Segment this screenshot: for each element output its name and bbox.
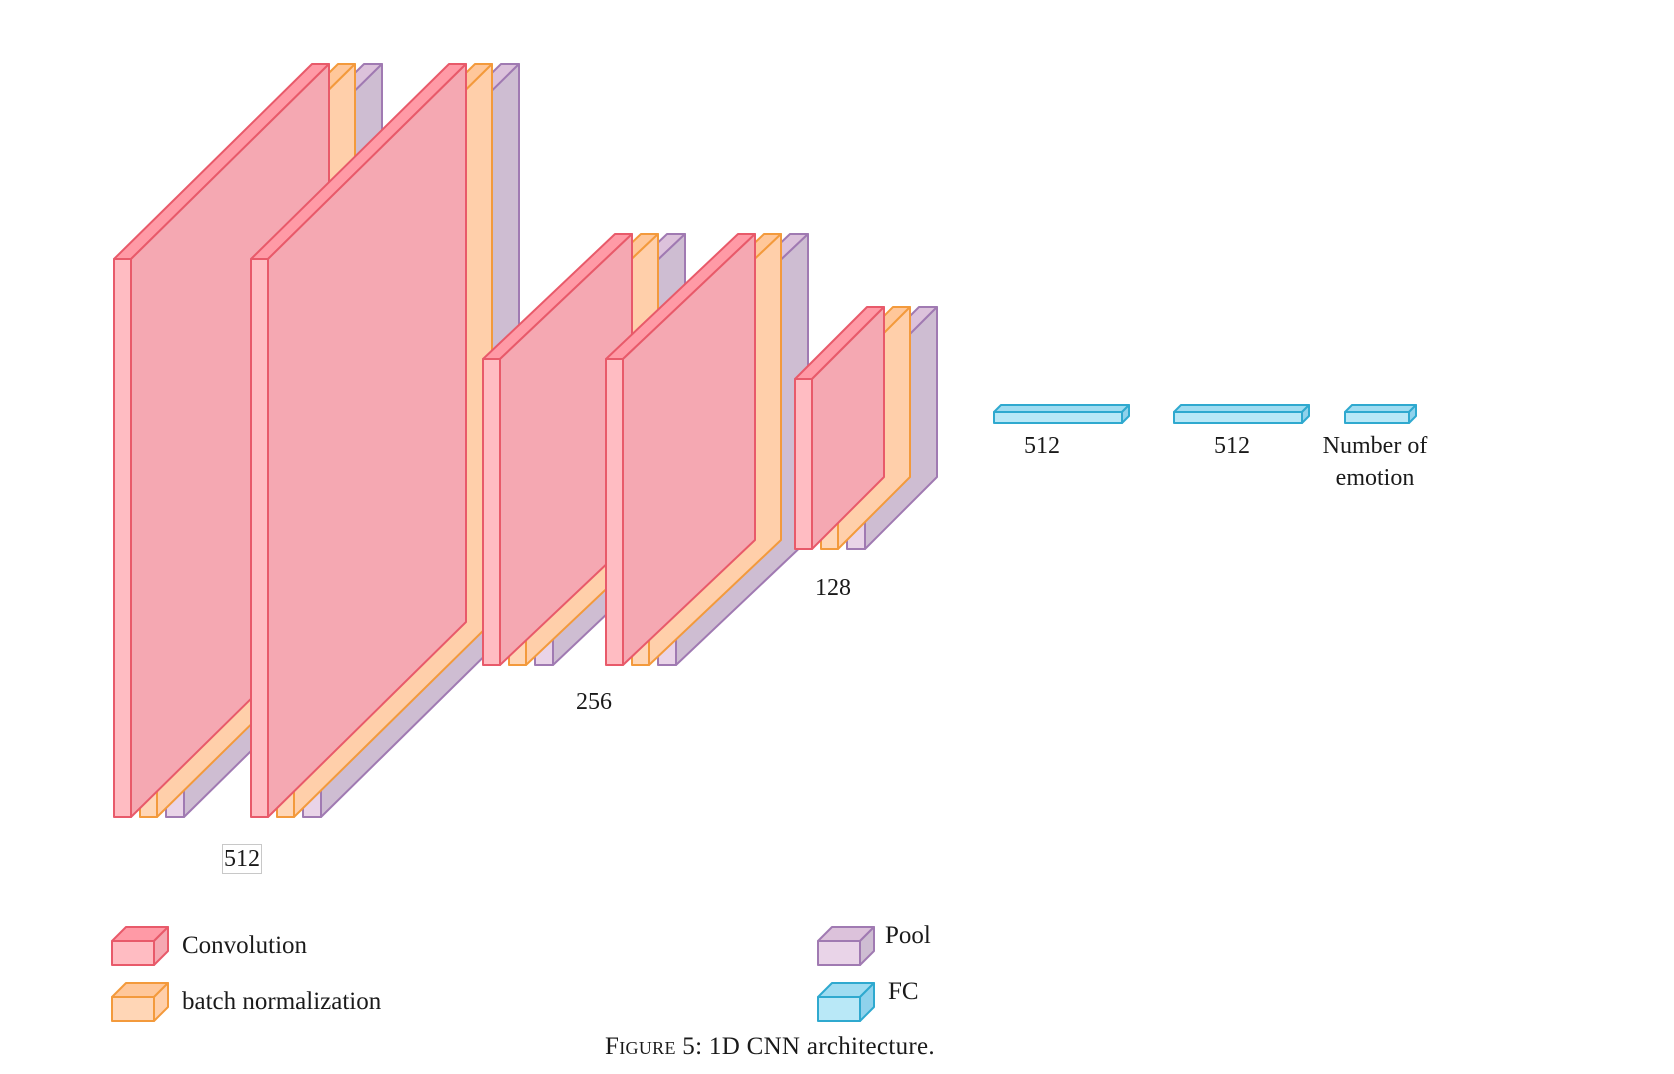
figure-caption-prefix: Figure 5:: [605, 1033, 703, 1060]
legend-batch-norm-icon: [111, 982, 169, 1022]
legend-convolution-icon: [111, 926, 169, 966]
fc-layer-3: [1344, 404, 1417, 424]
fc-layer-1: [993, 404, 1130, 424]
fc3-units-label-line2: emotion: [1335, 465, 1415, 491]
conv-block-4: [605, 233, 809, 666]
fc-layer-2-face: [1173, 411, 1303, 424]
fc-layer-2-top: [1173, 404, 1310, 413]
legend-pool-icon: [817, 926, 875, 966]
legend-pool-label: Pool: [885, 922, 931, 949]
conv-block-2: [250, 63, 520, 818]
block4-conv-slab-face: [605, 358, 624, 666]
fc-layer-3-face: [1344, 411, 1410, 424]
figure-caption: Figure 5: 1D CNN architecture.: [0, 1030, 1540, 1064]
legend-convolution-label: Convolution: [182, 932, 308, 959]
legend-fc-label: FC: [888, 978, 919, 1005]
fc-layer-3-top: [1344, 404, 1417, 413]
legend-convolution-icon-face: [111, 940, 155, 966]
fc3-units-label-line1: Number of: [1322, 433, 1428, 459]
legend-pool-icon-face: [817, 940, 861, 966]
fc-layer-1-face: [993, 411, 1123, 424]
legend-fc-icon-face: [817, 996, 861, 1022]
legend-fc-icon: [817, 982, 875, 1022]
block3-conv-slab-face: [482, 358, 501, 666]
block5-conv-slab-face: [794, 378, 813, 550]
legend-batch-norm-label: batch normalization: [182, 988, 382, 1015]
block3-conv-slab: [482, 233, 633, 666]
legend-batch-norm-icon-face: [111, 996, 155, 1022]
block1-conv-slab-face: [113, 258, 132, 818]
block4-conv-slab: [605, 233, 756, 666]
dim-label-512-conv: 512: [222, 844, 262, 874]
fc-layer-2: [1173, 404, 1310, 424]
fc1-units-label: 512: [1024, 433, 1060, 459]
dim-label-128: 128: [815, 575, 851, 601]
dim-label-256: 256: [576, 689, 612, 715]
block2-conv-slab: [250, 63, 467, 818]
figure-caption-text: 1D CNN architecture.: [702, 1033, 935, 1060]
fc-layer-1-top: [993, 404, 1130, 413]
fc2-units-label: 512: [1214, 433, 1250, 459]
block2-conv-slab-face: [250, 258, 269, 818]
conv-block-5: [794, 306, 938, 550]
block5-conv-slab: [794, 306, 885, 550]
